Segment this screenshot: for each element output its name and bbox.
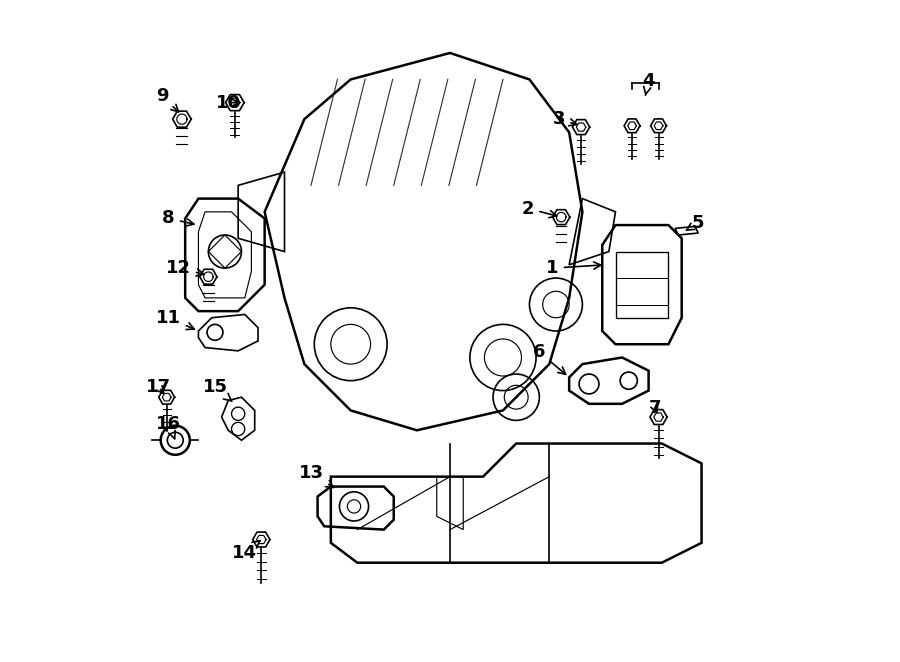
Text: 9: 9 [156, 87, 178, 112]
Text: 15: 15 [202, 378, 231, 401]
Text: 5: 5 [687, 214, 705, 232]
Text: 16: 16 [157, 414, 181, 439]
Text: 17: 17 [146, 378, 171, 397]
Text: 4: 4 [643, 71, 655, 95]
Text: 3: 3 [553, 110, 577, 128]
Text: 7: 7 [649, 399, 662, 418]
Text: 6: 6 [533, 343, 565, 374]
Text: 1: 1 [546, 259, 601, 277]
Text: 14: 14 [232, 541, 260, 562]
Text: 8: 8 [162, 209, 194, 228]
Text: 10: 10 [216, 93, 240, 112]
Text: 12: 12 [166, 259, 204, 277]
Text: 11: 11 [157, 308, 194, 330]
Text: 2: 2 [522, 199, 557, 218]
Text: 13: 13 [299, 464, 334, 487]
